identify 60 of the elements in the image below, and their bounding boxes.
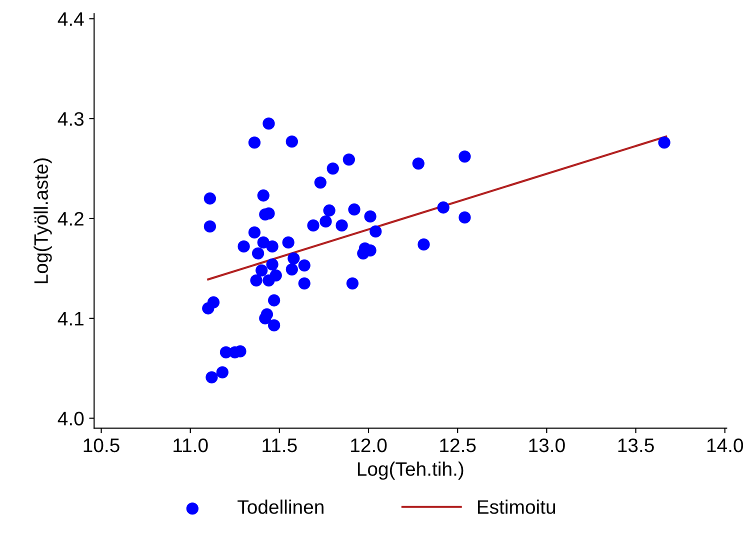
x-tick-label: 14.0 bbox=[707, 438, 744, 452]
legend-label: Estimoitu bbox=[478, 500, 556, 514]
y-tick-label: 4.4 bbox=[58, 12, 84, 26]
point bbox=[418, 238, 430, 251]
point bbox=[248, 226, 261, 239]
point bbox=[370, 225, 382, 238]
x-tick-label: 10.5 bbox=[84, 438, 120, 452]
x-tick-label: 12.0 bbox=[351, 438, 387, 452]
point bbox=[266, 258, 278, 270]
point bbox=[336, 219, 348, 232]
point bbox=[256, 264, 268, 276]
point bbox=[298, 259, 310, 272]
point bbox=[286, 135, 298, 148]
x-tick-label: 13.0 bbox=[529, 438, 565, 452]
point bbox=[268, 294, 280, 306]
point bbox=[252, 247, 264, 260]
y-tick-label: 4.2 bbox=[58, 212, 84, 226]
point bbox=[262, 118, 275, 130]
point bbox=[257, 236, 270, 249]
point bbox=[204, 220, 216, 233]
y-axis-title: Log(Työll.aste) bbox=[34, 158, 52, 284]
x-tick-label: 13.5 bbox=[618, 438, 654, 452]
point bbox=[250, 274, 262, 286]
point bbox=[307, 219, 320, 232]
x-tick-label: 11.5 bbox=[262, 438, 297, 452]
point bbox=[282, 236, 294, 249]
point bbox=[257, 189, 270, 202]
point bbox=[320, 215, 332, 228]
point bbox=[326, 162, 339, 175]
y-tick-label: 4.3 bbox=[58, 112, 84, 126]
y-tick-label: 4.0 bbox=[58, 412, 84, 426]
point bbox=[259, 312, 272, 324]
x-tick-label: 12.5 bbox=[440, 438, 476, 452]
point bbox=[206, 371, 218, 384]
point bbox=[207, 296, 220, 308]
point bbox=[238, 240, 250, 253]
point bbox=[204, 192, 216, 205]
point bbox=[288, 252, 300, 264]
point bbox=[458, 211, 471, 224]
point bbox=[314, 176, 326, 189]
point bbox=[266, 240, 278, 253]
legend-label: Todellinen bbox=[238, 500, 324, 514]
point bbox=[437, 201, 450, 214]
point bbox=[346, 277, 359, 290]
point bbox=[270, 269, 282, 282]
point bbox=[342, 153, 355, 166]
point bbox=[268, 319, 280, 332]
point bbox=[216, 366, 228, 378]
point bbox=[348, 203, 360, 216]
x-axis-title: Log(Teh.tih.) bbox=[358, 462, 464, 480]
point bbox=[298, 277, 310, 290]
y-tick-label: 4.1 bbox=[58, 312, 84, 326]
point bbox=[364, 210, 376, 223]
point bbox=[323, 204, 336, 217]
x-tick-label: 11.0 bbox=[174, 438, 208, 452]
point bbox=[248, 136, 261, 149]
point bbox=[286, 263, 298, 276]
point bbox=[412, 157, 424, 170]
point bbox=[458, 150, 471, 163]
point bbox=[658, 136, 670, 149]
